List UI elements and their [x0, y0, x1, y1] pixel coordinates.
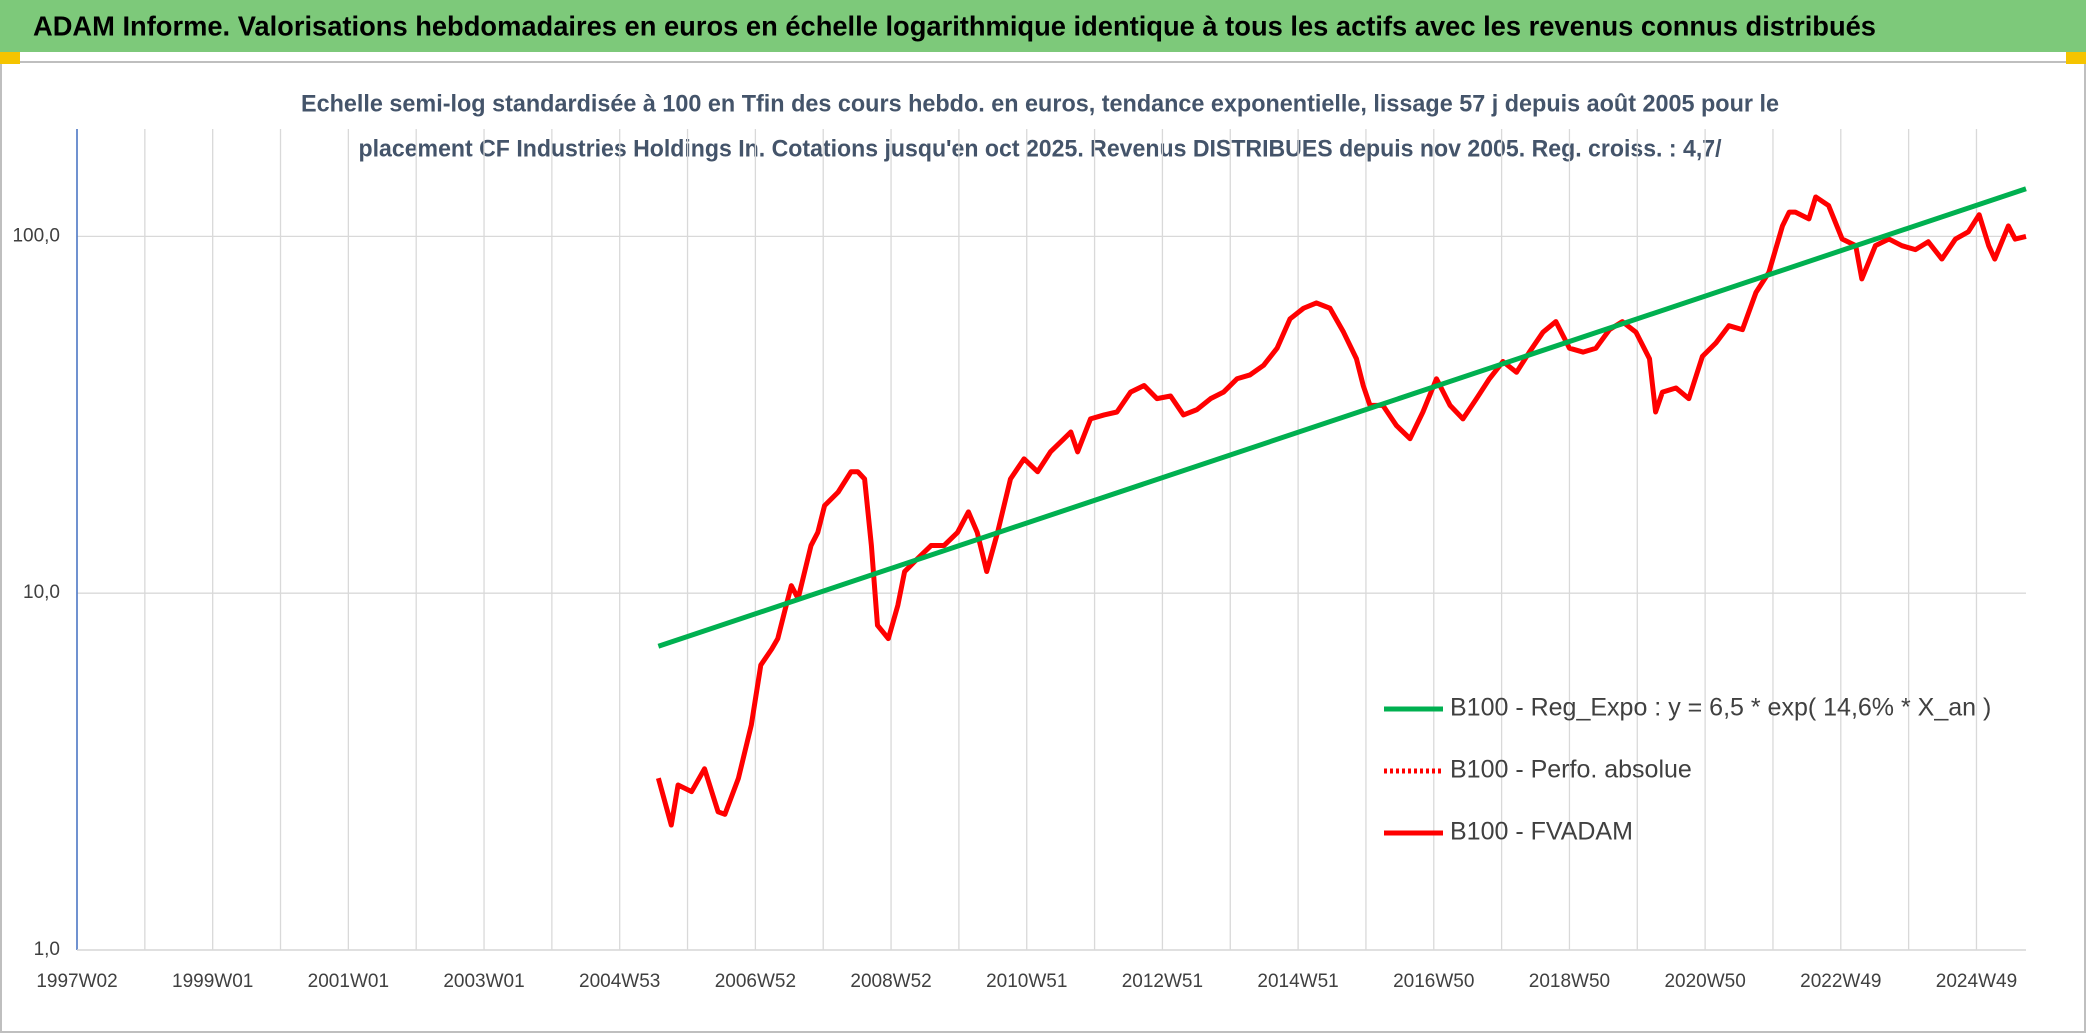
x-tick-label: 2012W51 [1122, 971, 1203, 992]
series-line [655, 194, 2027, 828]
page-title: ADAM Informe. Valorisations hebdomadaire… [33, 10, 1876, 41]
x-tick-label: 2020W50 [1664, 971, 1745, 992]
chart-title: placement CF Industries Holdings In. Cot… [359, 135, 1722, 162]
x-tick-label: 2001W01 [308, 971, 389, 992]
x-tick-label: 1997W02 [36, 971, 117, 992]
x-tick-label: 2022W49 [1800, 971, 1881, 992]
x-tick-label: 2010W51 [986, 971, 1067, 992]
corner-tab [0, 52, 20, 64]
x-tick-label: 2006W52 [715, 971, 796, 992]
x-tick-label: 2024W49 [1936, 971, 2017, 992]
corner-tab [2066, 52, 2086, 64]
x-tick-label: 1999W01 [172, 971, 253, 992]
y-tick-label: 1,0 [34, 939, 60, 960]
series-line [657, 186, 2027, 649]
x-tick-label: 2016W50 [1393, 971, 1474, 992]
chart-border [0, 61, 2086, 1033]
x-tick-label: 2018W50 [1529, 971, 1610, 992]
x-tick-label: 2014W51 [1257, 971, 1338, 992]
legend-label: B100 - Reg_Expo : y = 6,5 * exp( 14,6% *… [1450, 694, 1991, 722]
y-tick-label: 10,0 [23, 582, 60, 603]
legend-label: B100 - Perfo. absolue [1450, 756, 1692, 784]
legend-label: B100 - FVADAM [1450, 818, 1633, 846]
y-tick-label: 100,0 [12, 225, 60, 246]
header-bar [0, 0, 2086, 52]
chart-title: Echelle semi-log standardisée à 100 en T… [301, 90, 1779, 117]
x-tick-label: 2003W01 [443, 971, 524, 992]
x-tick-label: 2004W53 [579, 971, 660, 992]
x-tick-label: 2008W52 [850, 971, 931, 992]
